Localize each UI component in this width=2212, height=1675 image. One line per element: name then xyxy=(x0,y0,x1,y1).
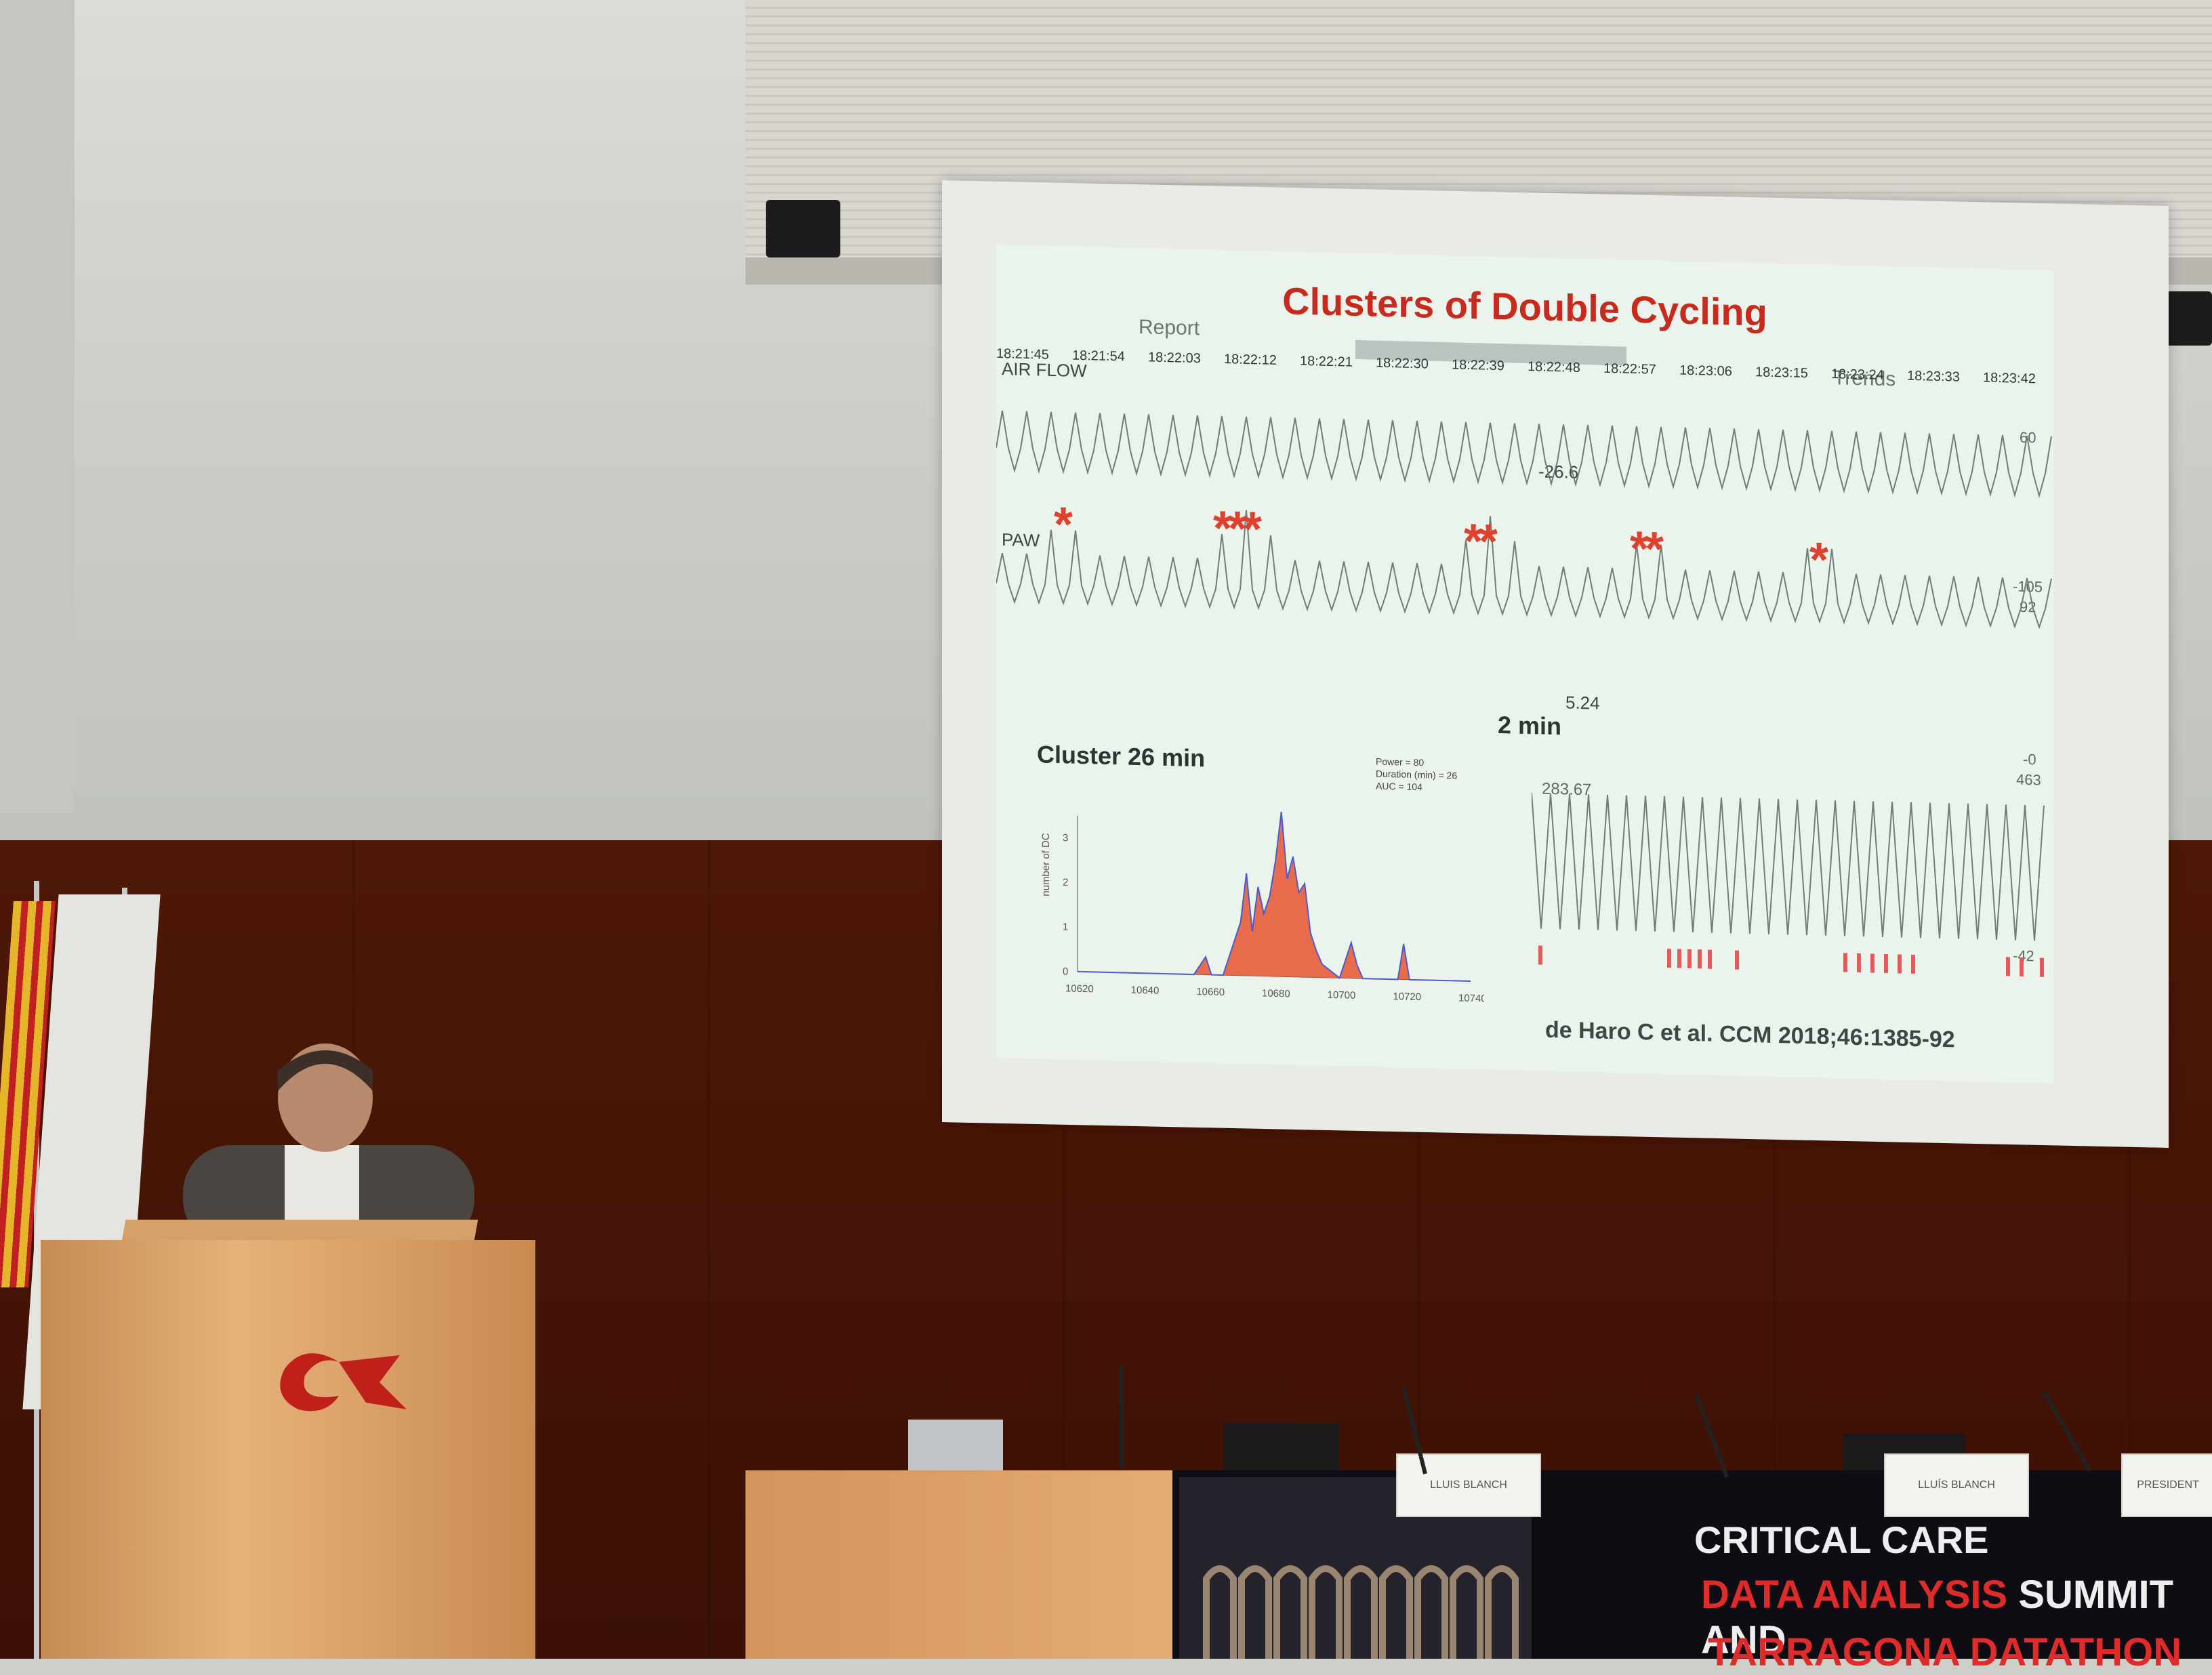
banner-red: DATA ANALYSIS xyxy=(1701,1573,2008,1617)
rhs-event-marks xyxy=(1538,945,2044,977)
nameplate: LLUIS BLANCH xyxy=(1396,1453,1541,1517)
asterisk-marker: *** xyxy=(1213,501,1258,557)
banner-white: SUMMIT AND xyxy=(1701,1573,2174,1662)
asterisk-marker: * xyxy=(1054,497,1069,552)
banner-title: CRITICAL CARE xyxy=(1694,1518,1989,1561)
event-mark xyxy=(1677,949,1681,968)
banner-subtitle: DATA ANALYSIS SUMMIT AND xyxy=(1701,1572,2212,1663)
chart-series-line xyxy=(1078,811,1471,983)
chart-area-fill xyxy=(1078,812,1471,982)
timestamp: 18:22:30 xyxy=(1376,355,1429,372)
nameplate: PRESIDENT xyxy=(2121,1453,2212,1517)
projected-slide: Clusters of Double Cycling Report Trends… xyxy=(996,244,2053,1084)
timestamp: 18:23:15 xyxy=(1755,365,1808,381)
arch xyxy=(1203,1565,1237,1659)
timestamp: 18:23:42 xyxy=(1983,370,2036,387)
event-mark xyxy=(1843,953,1847,972)
timestamp: 18:22:48 xyxy=(1528,359,1580,376)
timestamp: 18:23:24 xyxy=(1831,367,1884,383)
cluster-title: Cluster 26 min xyxy=(1037,740,1206,772)
paw-right-bottom: -0 xyxy=(2023,750,2036,768)
tab-report: Report xyxy=(1139,316,1200,340)
event-mark xyxy=(1708,949,1712,969)
citation: de Haro C et al. CCM 2018;46:1385-92 xyxy=(1545,1016,1955,1053)
asterisk-marker: * xyxy=(1809,533,1825,587)
banner-line3: TARRAGONA DATATHON xyxy=(1708,1630,2182,1674)
x-tick-label: 10640 xyxy=(1131,985,1160,997)
table-wood-panel xyxy=(745,1470,1179,1659)
x-tick-label: 10700 xyxy=(1328,989,1356,1001)
asterisk-marker: ** xyxy=(1630,521,1660,577)
air-flow-trace xyxy=(996,410,2052,499)
event-mark xyxy=(2020,957,2024,976)
arch xyxy=(1414,1565,1448,1659)
event-mark xyxy=(1898,954,1902,974)
arch xyxy=(1450,1565,1483,1659)
arch xyxy=(1485,1565,1519,1659)
arch xyxy=(1344,1565,1378,1659)
cluster-chart: 10620 10640 10660 10680 10700 10720 107400123 … xyxy=(1040,811,1484,1005)
x-tick-label: 10680 xyxy=(1262,988,1290,1000)
event-mark xyxy=(1698,949,1702,969)
y-tick-label: 2 xyxy=(1063,877,1068,888)
speaker-icon xyxy=(766,200,840,257)
timestamp: 18:22:39 xyxy=(1452,357,1504,374)
x-tick-label: 10720 xyxy=(1393,991,1421,1003)
paw-trace xyxy=(996,510,2052,629)
y-tick-label: 3 xyxy=(1063,832,1068,844)
rhs-trace xyxy=(1532,793,2045,941)
monitor xyxy=(1223,1423,1338,1470)
arch xyxy=(1238,1565,1272,1659)
event-mark xyxy=(1870,953,1875,973)
asterisk-marker: ** xyxy=(1464,514,1494,569)
left-pillar xyxy=(0,0,75,813)
y-tick-label: 0 xyxy=(1063,966,1068,977)
legend-box: Power = 80 Duration (min) = 26 AUC = 104 xyxy=(1376,756,1457,794)
event-mark xyxy=(1735,950,1739,970)
aqueduct-arches xyxy=(1203,1565,1519,1659)
arch xyxy=(1379,1565,1413,1659)
university-logo xyxy=(280,1353,407,1411)
waveform-traces xyxy=(996,410,2052,629)
nameplate: LLUÍS BLANCH xyxy=(1884,1453,2029,1517)
arch xyxy=(1309,1565,1343,1659)
timestamp: 18:23:33 xyxy=(1907,368,1960,385)
event-mark xyxy=(1687,949,1692,969)
y-tick-label: 1 xyxy=(1063,922,1068,933)
laptop xyxy=(908,1420,1003,1470)
event-mark xyxy=(1538,945,1542,965)
podium xyxy=(41,1240,535,1659)
x-tick-label: 10620 xyxy=(1065,983,1094,995)
timestamp: 18:23:06 xyxy=(1679,363,1732,379)
event-mark xyxy=(2006,957,2010,976)
event-mark xyxy=(1884,953,1888,974)
timestamp: 18:22:57 xyxy=(1603,360,1656,377)
duration-label: 2 min xyxy=(1498,711,1562,741)
rhs-waveform xyxy=(1532,793,2045,977)
event-mark xyxy=(2040,957,2044,977)
presenter xyxy=(183,1043,474,1247)
timestamp: 18:22:12 xyxy=(1224,352,1277,369)
arch xyxy=(1273,1565,1307,1659)
x-tick-label: 10660 xyxy=(1196,986,1225,998)
timestamp: 18:22:03 xyxy=(1148,350,1201,367)
microphone xyxy=(1120,1365,1124,1467)
event-mark xyxy=(1911,954,1915,974)
x-tick-label: 10740 xyxy=(1458,993,1484,1005)
event-mark xyxy=(1667,949,1671,968)
chart-ylabel: number of DC xyxy=(1040,833,1052,896)
timestamp: 18:22:21 xyxy=(1300,353,1353,370)
event-mark xyxy=(1857,953,1861,973)
legend-line: AUC = 104 xyxy=(1376,780,1422,793)
